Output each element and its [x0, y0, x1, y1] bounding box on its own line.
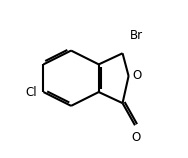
Text: O: O — [132, 70, 141, 82]
Text: Br: Br — [130, 29, 143, 42]
Text: O: O — [132, 131, 141, 144]
Text: Cl: Cl — [26, 86, 37, 99]
